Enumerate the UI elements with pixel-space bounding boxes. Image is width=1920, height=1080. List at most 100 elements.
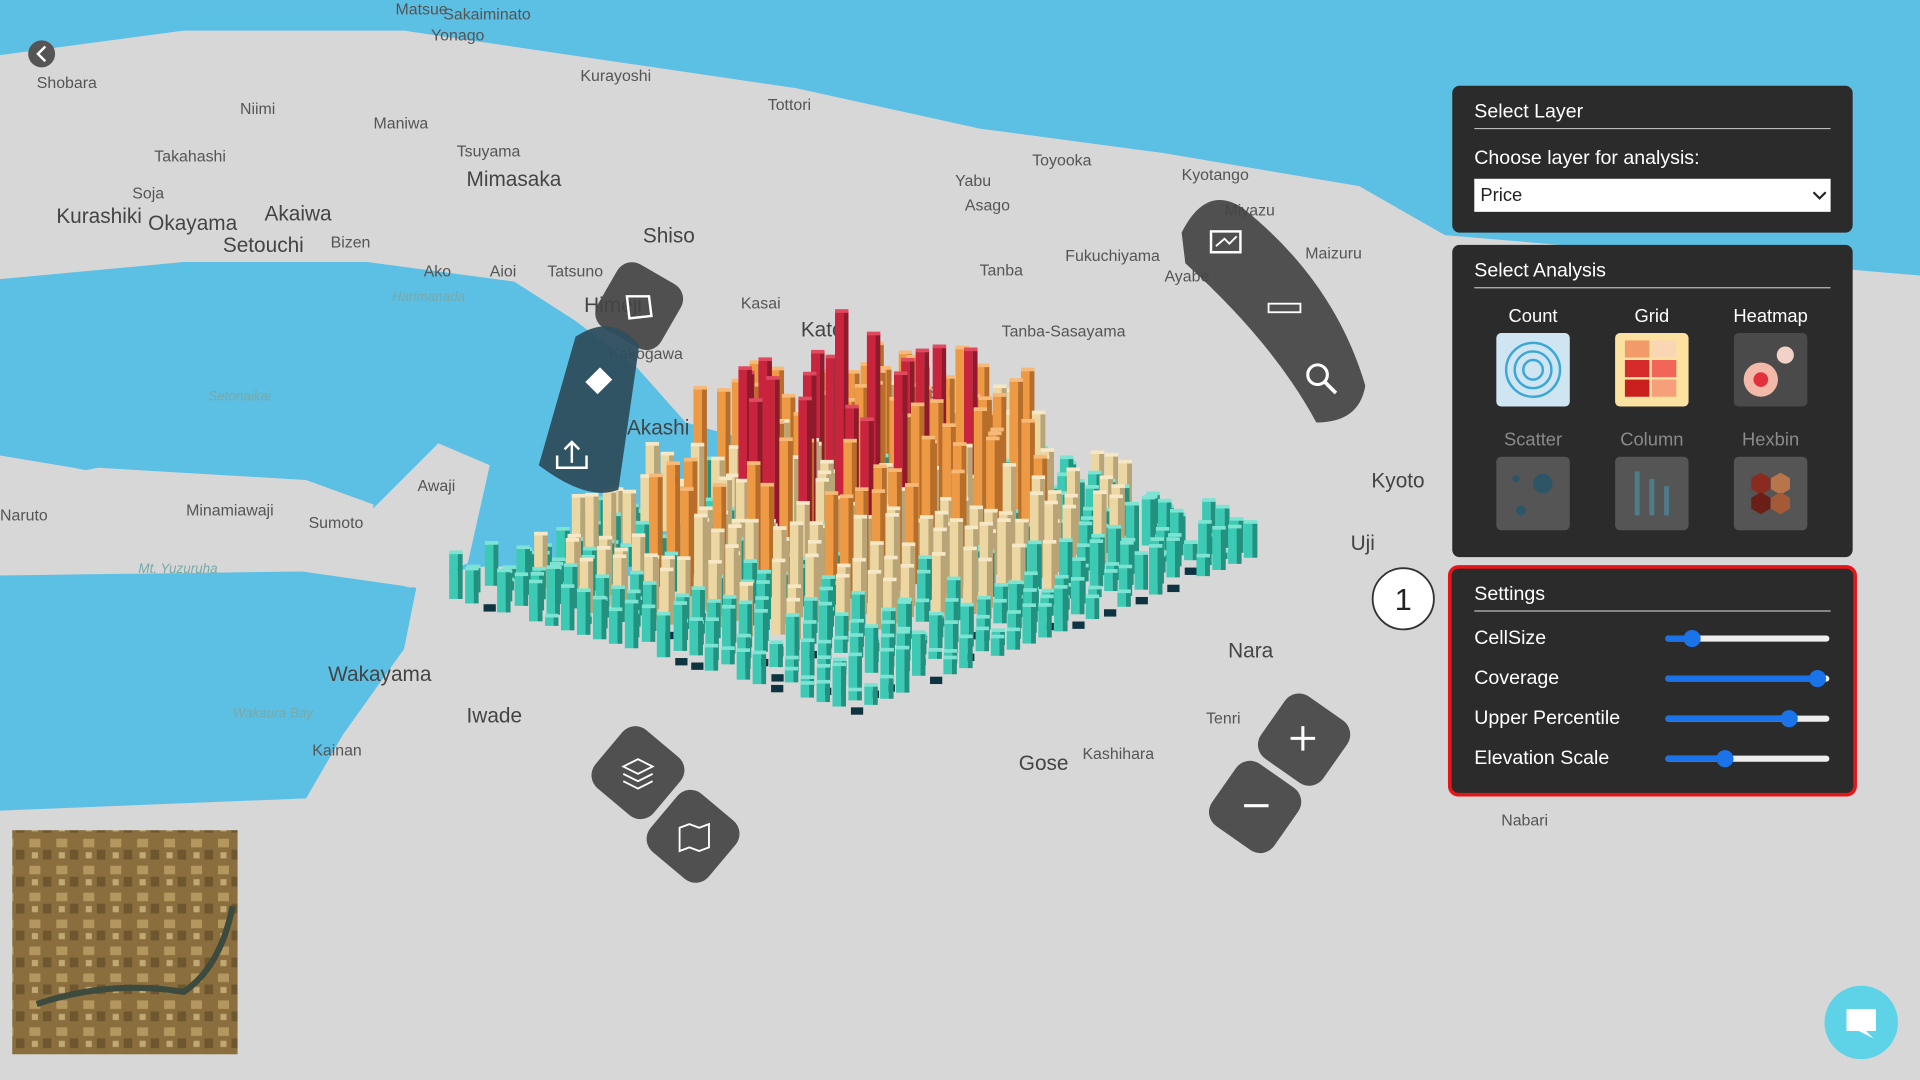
map-label: Soja: [132, 185, 164, 202]
column-top: [1121, 537, 1136, 542]
column-side: [769, 485, 775, 598]
analysis-icon[interactable]: [1496, 456, 1570, 531]
column-top: [556, 526, 570, 531]
column-side: [727, 478, 733, 562]
search-tool[interactable]: [1306, 363, 1329, 387]
column-side: [952, 622, 958, 653]
column-face: [815, 480, 825, 556]
column-face: [779, 439, 788, 580]
map-label: Fukuchiyama: [1065, 248, 1160, 265]
column-side: [1020, 546, 1026, 596]
column-face: [848, 654, 858, 690]
column-top: [973, 407, 988, 412]
slider-knob[interactable]: [1780, 710, 1798, 728]
column-top: [738, 366, 752, 370]
column-face: [534, 534, 543, 589]
column-top: [656, 611, 671, 616]
column-side: [833, 493, 839, 594]
column-top: [845, 404, 859, 409]
column-side: [1038, 493, 1044, 579]
column-side: [940, 554, 946, 616]
column-top: [1023, 588, 1037, 592]
layer-select[interactable]: [1474, 178, 1831, 212]
column-top: [821, 575, 836, 579]
layer-prompt: Choose layer for analysis:: [1474, 147, 1699, 169]
column-side: [790, 396, 796, 497]
minimap[interactable]: [12, 830, 238, 1055]
column-face: [864, 685, 873, 705]
export-tool[interactable]: [555, 440, 588, 469]
column-side: [762, 611, 768, 652]
column-side: [1252, 522, 1258, 558]
column-top: [843, 398, 857, 402]
column-side: [938, 401, 944, 534]
column-face: [1120, 543, 1129, 585]
column-top: [921, 435, 936, 440]
column-top: [1149, 544, 1163, 548]
column-face: [1107, 527, 1117, 570]
column-top: [976, 614, 990, 619]
column-face: [942, 425, 951, 550]
column-top: [1031, 475, 1046, 480]
column-top: [1054, 585, 1068, 589]
slider-knob[interactable]: [1808, 670, 1827, 688]
column-face: [854, 386, 864, 521]
column-side: [780, 561, 786, 635]
column-face: [990, 637, 1000, 656]
column-face: [721, 648, 730, 665]
ruler-tool[interactable]: [1267, 302, 1302, 314]
column-face: [608, 609, 618, 644]
analysis-icon[interactable]: [1733, 456, 1808, 531]
column-top: [691, 586, 705, 590]
column-face: [955, 348, 965, 494]
column-top: [631, 533, 646, 538]
column-side: [752, 561, 758, 604]
column-face: [1038, 605, 1047, 638]
column-top: [932, 344, 947, 349]
column-top: [705, 617, 719, 622]
column-top: [963, 546, 977, 551]
empty-cell: [1135, 596, 1148, 605]
column-face: [785, 615, 795, 661]
slider-knob[interactable]: [1716, 750, 1734, 768]
map-label: Kasai: [741, 296, 781, 313]
column-face: [1117, 591, 1126, 607]
column-face: [585, 495, 594, 580]
polygon-tool[interactable]: [589, 256, 689, 356]
basemap-button[interactable]: [640, 783, 747, 890]
back-button[interactable]: [28, 40, 56, 68]
column-top: [1029, 491, 1044, 496]
slider-knob[interactable]: [1683, 630, 1701, 648]
column-face: [921, 438, 931, 578]
empty-cell: [691, 662, 704, 670]
column-top: [736, 648, 751, 652]
column-face: [641, 606, 651, 642]
column-top: [815, 478, 829, 482]
map-label: Tenri: [1206, 711, 1240, 728]
column-top: [641, 604, 656, 609]
chart-tool[interactable]: [1209, 230, 1242, 254]
column-top: [916, 569, 931, 574]
column-side: [1192, 542, 1198, 561]
column-top: [722, 604, 736, 609]
column-top: [798, 396, 812, 401]
plus-icon: [1290, 726, 1316, 751]
column-top: [993, 598, 1007, 603]
column-top: [731, 518, 746, 523]
column-side: [924, 600, 930, 622]
column-side: [873, 626, 879, 673]
eraser-tool[interactable]: [585, 367, 613, 395]
column-face: [705, 619, 714, 660]
map-label: Ako: [424, 264, 452, 281]
column-top: [994, 583, 1008, 587]
column-top: [689, 617, 703, 621]
column-top: [717, 388, 731, 392]
column-side: [457, 552, 463, 599]
column-top: [1038, 603, 1052, 607]
column-face: [660, 454, 670, 532]
column-face: [514, 574, 524, 606]
column-side: [825, 666, 831, 681]
layers-button[interactable]: [584, 719, 691, 826]
column-face: [864, 626, 874, 673]
